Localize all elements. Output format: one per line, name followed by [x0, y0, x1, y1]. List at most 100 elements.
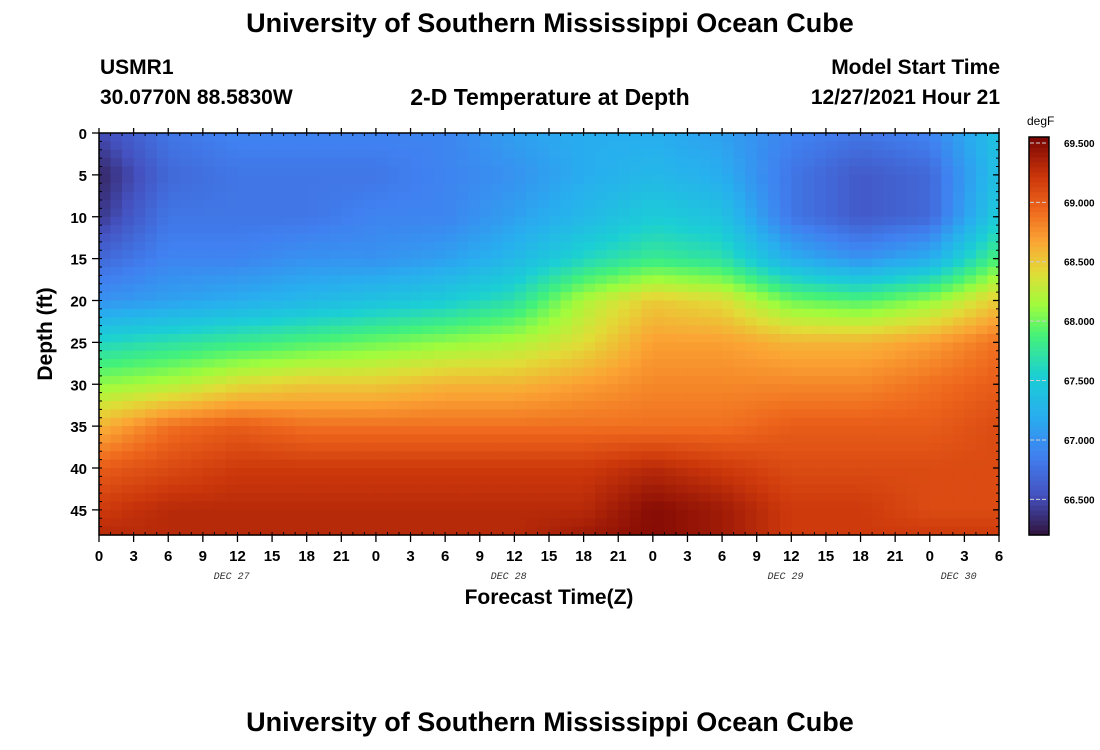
heatmap-cell — [445, 158, 458, 168]
heatmap-cell — [722, 476, 735, 486]
heatmap-cell — [260, 133, 273, 142]
heatmap-cell — [179, 208, 192, 218]
heatmap-cell — [860, 442, 873, 452]
heatmap-cell — [583, 283, 596, 293]
heatmap-cell — [479, 300, 492, 310]
heatmap-cell — [606, 426, 619, 436]
heatmap-cell — [422, 384, 435, 394]
heatmap-cell — [283, 200, 296, 209]
heatmap-cell — [699, 133, 712, 142]
heatmap-cell — [225, 526, 239, 536]
heatmap-cell — [687, 392, 700, 402]
heatmap-cell — [929, 200, 942, 209]
heatmap-cell — [768, 459, 781, 469]
heatmap-cell — [352, 359, 365, 369]
heatmap-cell — [283, 526, 296, 536]
heatmap-cell — [225, 174, 239, 184]
heatmap-cell — [179, 334, 192, 343]
heatmap-cell — [895, 359, 908, 369]
heatmap-cell — [733, 283, 746, 293]
heatmap-cell — [202, 501, 215, 511]
heatmap-cell — [422, 275, 435, 285]
heatmap-cell — [110, 275, 123, 285]
heatmap-cell — [687, 367, 700, 377]
heatmap-cell — [618, 258, 631, 268]
heatmap-cell — [606, 526, 619, 536]
heatmap-cell — [295, 468, 308, 477]
heatmap-cell — [710, 476, 723, 486]
heatmap-cell — [179, 375, 192, 385]
heatmap-cell — [237, 426, 250, 436]
heatmap-cell — [352, 166, 365, 176]
heatmap-cell — [675, 200, 689, 209]
heatmap-cell — [179, 426, 192, 436]
colorbar-cell — [1029, 460, 1049, 466]
heatmap-cell — [214, 166, 227, 176]
heatmap-cell — [779, 459, 792, 469]
heatmap-cell — [872, 200, 885, 209]
heatmap-cell — [514, 250, 527, 260]
heatmap-cell — [618, 518, 631, 528]
heatmap-cell — [606, 509, 619, 519]
heatmap-cell — [641, 334, 654, 343]
heatmap-cell — [756, 367, 769, 377]
heatmap-cell — [618, 317, 631, 327]
heatmap-cell — [883, 258, 896, 268]
heatmap-cell — [964, 133, 977, 142]
heatmap-cell — [768, 233, 781, 243]
heatmap-cell — [929, 208, 942, 218]
heatmap-cell — [179, 216, 192, 226]
heatmap-cell — [122, 183, 135, 193]
heatmap-cell — [906, 409, 919, 419]
heatmap-cell — [214, 384, 227, 394]
heatmap-cell — [479, 267, 492, 276]
heatmap-cell — [479, 149, 492, 159]
heatmap-cell — [329, 375, 342, 385]
heatmap-cell — [225, 359, 239, 369]
heatmap-cell — [295, 367, 308, 377]
heatmap-cell — [479, 468, 492, 477]
heatmap-cell — [214, 493, 227, 503]
heatmap-cell — [918, 166, 931, 176]
heatmap-cell — [318, 409, 331, 419]
heatmap-cell — [502, 275, 515, 285]
heatmap-cell — [387, 484, 400, 494]
heatmap-cell — [422, 409, 435, 419]
heatmap-cell — [583, 174, 596, 184]
heatmap-cell — [237, 308, 250, 318]
heatmap-cell — [364, 442, 377, 452]
heatmap-cell — [410, 359, 423, 369]
heatmap-cell — [341, 384, 354, 394]
heatmap-cell — [549, 401, 562, 410]
heatmap-cell — [191, 133, 204, 142]
heatmap-cell — [733, 518, 746, 528]
heatmap-cell — [652, 459, 665, 469]
heatmap-cell — [364, 392, 377, 402]
heatmap-cell — [433, 233, 446, 243]
heatmap-cell — [537, 359, 550, 369]
heatmap-cell — [779, 409, 792, 419]
heatmap-cell — [549, 434, 562, 444]
heatmap-cell — [514, 149, 527, 159]
heatmap-cell — [837, 493, 850, 503]
heatmap-cell — [399, 426, 412, 436]
heatmap-cell — [825, 468, 839, 477]
heatmap-cell — [560, 183, 573, 193]
heatmap-cell — [364, 518, 377, 528]
heatmap-cell — [664, 216, 677, 226]
heatmap-cell — [156, 149, 169, 159]
heatmap-cell — [641, 359, 654, 369]
heatmap-cell — [618, 174, 631, 184]
heatmap-cell — [375, 451, 389, 461]
heatmap-cell — [122, 174, 135, 184]
heatmap-cell — [537, 225, 550, 235]
heatmap-cell — [710, 518, 723, 528]
heatmap-cell — [629, 409, 642, 419]
heatmap-cell — [583, 300, 596, 310]
heatmap-cell — [652, 191, 665, 201]
heatmap-cell — [329, 283, 342, 293]
heatmap-cell — [964, 417, 977, 427]
heatmap-cell — [583, 334, 596, 343]
heatmap-cell — [318, 493, 331, 503]
heatmap-cell — [802, 300, 815, 310]
